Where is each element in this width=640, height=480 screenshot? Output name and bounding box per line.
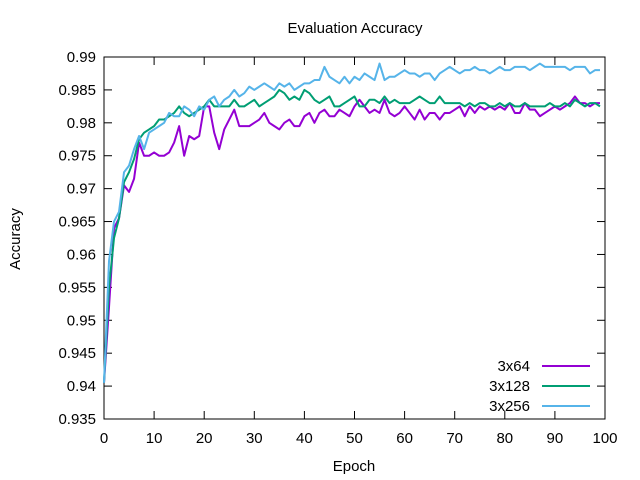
y-tick-label: 0.975 — [58, 148, 96, 165]
x-tick-label: 10 — [146, 430, 163, 447]
y-tick-label: 0.955 — [58, 279, 96, 296]
y-tick-label: 0.965 — [58, 214, 96, 231]
x-tick-label: 0 — [100, 430, 108, 447]
y-tick-label: 0.945 — [58, 345, 96, 362]
x-axis-title: Epoch — [333, 458, 376, 475]
series-line-3x64 — [103, 95, 600, 383]
y-tick-label: 0.98 — [67, 115, 96, 132]
y-axis-title: Accuracy — [7, 208, 24, 270]
legend-label: 3x128 — [489, 378, 530, 395]
x-tick-label: 60 — [396, 430, 413, 447]
y-tick-label: 0.95 — [67, 312, 96, 329]
x-tick-label: 50 — [346, 430, 363, 447]
x-tick-label: 80 — [496, 430, 513, 447]
plot-area: 0.935 0.94 0.945 0.95 0.955 0.96 0.965 0.97 0.97… — [58, 49, 617, 447]
y-tick-label: 0.985 — [58, 82, 96, 99]
y-tick-label: 0.94 — [67, 378, 96, 395]
x-tick-label: 100 — [592, 430, 617, 447]
y-tick-label: 0.99 — [67, 49, 96, 66]
chart-title: Evaluation Accuracy — [287, 20, 423, 37]
x-tick-label: 30 — [246, 430, 263, 447]
series-line-3x256 — [103, 62, 600, 383]
x-tick-label: 40 — [296, 430, 313, 447]
legend-label: 3x256 — [489, 398, 530, 415]
x-tick-label: 90 — [547, 430, 564, 447]
y-tick-label: 0.97 — [67, 181, 96, 198]
y-tick-label: 0.935 — [58, 411, 96, 428]
x-tick-label: 70 — [446, 430, 463, 447]
legend-label: 3x64 — [497, 358, 530, 375]
x-tick-label: 20 — [196, 430, 213, 447]
series-group — [103, 62, 601, 383]
legend: 3x64 3x128 3x256 — [489, 358, 590, 415]
series-line-3x128 — [103, 88, 601, 383]
y-tick-label: 0.96 — [67, 246, 96, 263]
